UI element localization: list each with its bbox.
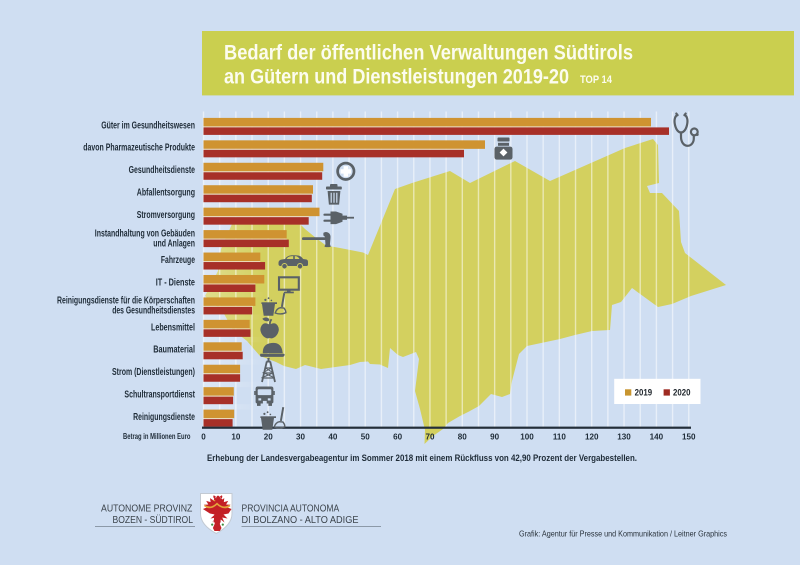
svg-text:des Gesundheitsdienstes: des Gesundheitsdienstes: [112, 306, 195, 317]
svg-text:20: 20: [264, 432, 274, 441]
svg-text:an Gütern und Dienstleistungen: an Gütern und Dienstleistungen 2019-20: [224, 64, 569, 88]
svg-text:Güter im Gesundheitswesen: Güter im Gesundheitswesen: [101, 120, 195, 131]
svg-text:Baumaterial: Baumaterial: [153, 345, 195, 356]
svg-text:Stromversorgung: Stromversorgung: [137, 210, 195, 221]
svg-text:BOZEN - SÜDTIROL: BOZEN - SÜDTIROL: [113, 515, 194, 526]
svg-text:2019: 2019: [635, 387, 653, 397]
svg-text:Grafik: Agentur für Presse und: Grafik: Agentur für Presse und Kommunika…: [519, 529, 727, 539]
svg-text:Strom (Dienstleistungen): Strom (Dienstleistungen): [112, 367, 195, 378]
svg-text:70: 70: [425, 432, 435, 441]
svg-text:Fahrzeuge: Fahrzeuge: [161, 255, 195, 266]
svg-text:TOP 14: TOP 14: [580, 74, 613, 86]
svg-text:90: 90: [490, 432, 500, 441]
svg-text:100: 100: [520, 432, 534, 441]
svg-text:150: 150: [682, 432, 696, 441]
svg-text:0: 0: [201, 432, 206, 441]
svg-text:120: 120: [585, 432, 599, 441]
svg-text:und Anlagen: und Anlagen: [153, 238, 195, 249]
svg-text:Reinigungsdienste: Reinigungsdienste: [133, 412, 195, 423]
svg-text:60: 60: [393, 432, 403, 441]
svg-text:AUTONOME PROVINZ: AUTONOME PROVINZ: [101, 504, 192, 515]
svg-text:IT - Dienste: IT - Dienste: [156, 277, 196, 288]
svg-text:10: 10: [231, 432, 241, 441]
svg-text:Bedarf der öffentlichen Verwal: Bedarf der öffentlichen Verwaltungen Süd…: [224, 41, 633, 65]
svg-text:2020: 2020: [673, 387, 691, 397]
svg-text:davon Pharmazeutische Produkte: davon Pharmazeutische Produkte: [83, 143, 195, 154]
svg-text:PROVINCIA AUTONOMA: PROVINCIA AUTONOMA: [242, 504, 340, 515]
svg-text:Instandhaltung von Gebäuden: Instandhaltung von Gebäuden: [95, 228, 195, 239]
svg-text:110: 110: [553, 432, 567, 441]
svg-text:DI BOLZANO - ALTO ADIGE: DI BOLZANO - ALTO ADIGE: [242, 515, 359, 526]
svg-text:40: 40: [328, 432, 338, 441]
svg-text:Betrag in Millionen Euro: Betrag in Millionen Euro: [123, 432, 191, 441]
svg-text:Gesundheitsdienste: Gesundheitsdienste: [129, 165, 196, 176]
svg-text:Schultransportdienst: Schultransportdienst: [124, 390, 195, 401]
svg-text:Abfallentsorgung: Abfallentsorgung: [137, 188, 195, 199]
svg-text:Erhebung der Landesvergabeagen: Erhebung der Landesvergabeagentur im Som…: [207, 452, 637, 463]
svg-text:50: 50: [361, 432, 371, 441]
svg-text:140: 140: [650, 432, 664, 441]
svg-text:80: 80: [458, 432, 468, 441]
svg-text:30: 30: [296, 432, 306, 441]
svg-text:Lebensmittel: Lebensmittel: [151, 322, 195, 333]
svg-text:130: 130: [617, 432, 631, 441]
svg-text:Reinigungsdienste für die Körp: Reinigungsdienste für die Körperschaften: [57, 296, 195, 307]
